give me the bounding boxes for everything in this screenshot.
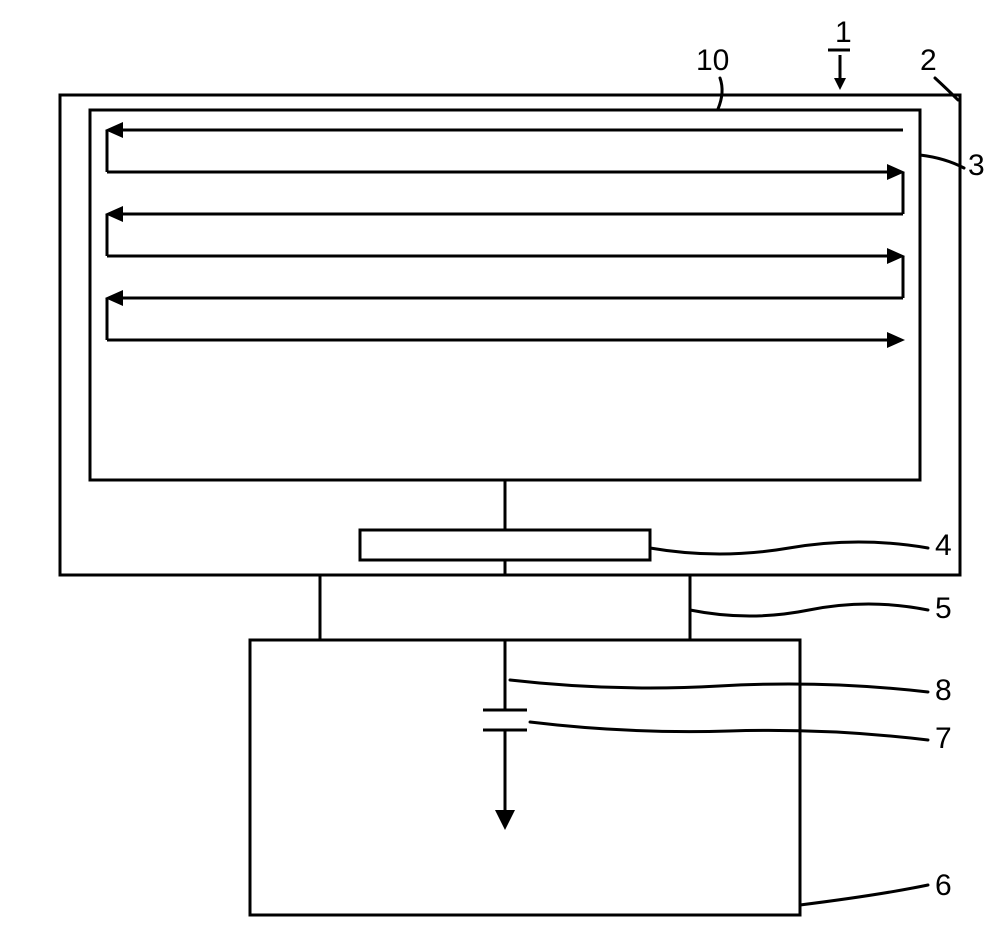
label-1-arrow-head [834,78,846,90]
label-3: 3 [968,149,985,182]
label-4: 4 [935,529,952,562]
lead-8 [510,680,928,692]
lead-2 [935,78,958,100]
outer-rect-2 [60,95,960,575]
label-10: 10 [696,44,729,77]
label-5: 5 [935,592,952,625]
box-5 [320,575,690,640]
lead-6 [800,885,928,905]
lead-4 [650,542,928,554]
lead-7 [530,722,928,740]
box-4 [360,530,650,560]
diagram-canvas: 1 10 2 3 4 5 8 7 6 [0,0,1000,943]
label-1: 1 [835,16,852,49]
label-7: 7 [935,722,952,755]
lead-5 [690,604,928,616]
label-8: 8 [935,674,952,707]
scan-arrow-5 [887,332,905,348]
label-6: 6 [935,869,952,902]
cap-arrow-head [495,810,515,830]
lead-3 [920,155,964,168]
inner-rect-3 [90,110,920,480]
label-2: 2 [920,44,937,77]
